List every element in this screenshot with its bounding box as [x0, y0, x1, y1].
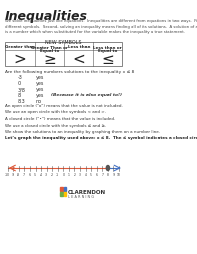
- Text: 2: 2: [73, 172, 75, 176]
- Text: is a number which when substituted for the variable makes the inequality a true : is a number which when substituted for t…: [5, 30, 185, 34]
- Text: Greater than: Greater than: [5, 45, 35, 49]
- Text: different symbols.  Second, solving an inequality means finding all of its solut: different symbols. Second, solving an in…: [5, 24, 197, 28]
- Text: -1: -1: [56, 172, 59, 176]
- Text: yes: yes: [35, 87, 44, 92]
- Text: <: <: [72, 51, 85, 66]
- Text: 8.3: 8.3: [18, 99, 26, 104]
- Text: Equal to: Equal to: [98, 48, 117, 52]
- Text: 3: 3: [79, 172, 81, 176]
- Text: -7: -7: [23, 172, 26, 176]
- Text: yes: yes: [35, 81, 44, 86]
- Bar: [64, 187, 66, 191]
- Text: CLARENDON: CLARENDON: [68, 189, 106, 194]
- Text: Greater Than or: Greater Than or: [31, 45, 68, 49]
- Text: An open circle (“o”) means that the value is not included.: An open circle (“o”) means that the valu…: [5, 104, 123, 108]
- Text: We solve inequalities just like equations.  Inequalities are different from equa: We solve inequalities just like equation…: [5, 19, 197, 23]
- Text: 10: 10: [117, 172, 121, 176]
- Text: We show the solutions to an inequality by graphing them on a number line.: We show the solutions to an inequality b…: [5, 130, 160, 133]
- Circle shape: [106, 166, 110, 171]
- Text: 9: 9: [112, 172, 114, 176]
- Bar: [5, 43, 122, 67]
- Text: 4: 4: [85, 172, 86, 176]
- Text: NEW SYMBOLS: NEW SYMBOLS: [45, 40, 82, 45]
- Text: yes: yes: [35, 75, 44, 80]
- Text: We use an open circle with the symbols < and >.: We use an open circle with the symbols <…: [5, 110, 106, 114]
- Text: Inequalities: Inequalities: [5, 10, 88, 23]
- Bar: [60, 192, 63, 196]
- Text: -3: -3: [18, 75, 23, 80]
- Text: -2: -2: [51, 172, 54, 176]
- Text: 0: 0: [62, 172, 64, 176]
- Text: 1: 1: [68, 172, 70, 176]
- Text: Less than: Less than: [68, 45, 90, 49]
- Text: -4: -4: [40, 172, 43, 176]
- Text: Less than or: Less than or: [93, 45, 122, 49]
- Text: 3/8: 3/8: [18, 87, 26, 92]
- Text: Equal to: Equal to: [40, 48, 59, 52]
- Text: ≤: ≤: [101, 51, 114, 66]
- Text: -6: -6: [28, 172, 32, 176]
- Text: L E A R N I N G: L E A R N I N G: [68, 194, 94, 198]
- Text: -9: -9: [12, 172, 15, 176]
- Text: 8: 8: [107, 172, 109, 176]
- Bar: [60, 187, 63, 191]
- Text: 6: 6: [96, 172, 98, 176]
- Text: ≥: ≥: [43, 51, 56, 66]
- Text: 7: 7: [101, 172, 103, 176]
- Text: Are the following numbers solutions to the inequality x ≤ 8: Are the following numbers solutions to t…: [5, 70, 135, 74]
- Text: A closed circle (“•”) means that the value is included.: A closed circle (“•”) means that the val…: [5, 117, 115, 121]
- Text: -10: -10: [5, 172, 10, 176]
- Text: -3: -3: [45, 172, 48, 176]
- Text: 5: 5: [90, 172, 92, 176]
- Text: no: no: [35, 99, 42, 104]
- Text: yes: yes: [35, 93, 44, 98]
- Text: -8: -8: [17, 172, 20, 176]
- Text: (Because it is also equal to!): (Because it is also equal to!): [51, 93, 123, 97]
- Text: -5: -5: [34, 172, 37, 176]
- Bar: [64, 192, 66, 196]
- Text: >: >: [14, 51, 26, 66]
- Text: 0: 0: [18, 81, 21, 86]
- Text: 8: 8: [18, 93, 21, 98]
- Text: Let’s graph the inequality used above: x ≤ 8.  The ≤ symbol indicates a closed c: Let’s graph the inequality used above: x…: [5, 135, 197, 139]
- Text: We use a closed circle with the symbols ≤ and ≥.: We use a closed circle with the symbols …: [5, 123, 106, 127]
